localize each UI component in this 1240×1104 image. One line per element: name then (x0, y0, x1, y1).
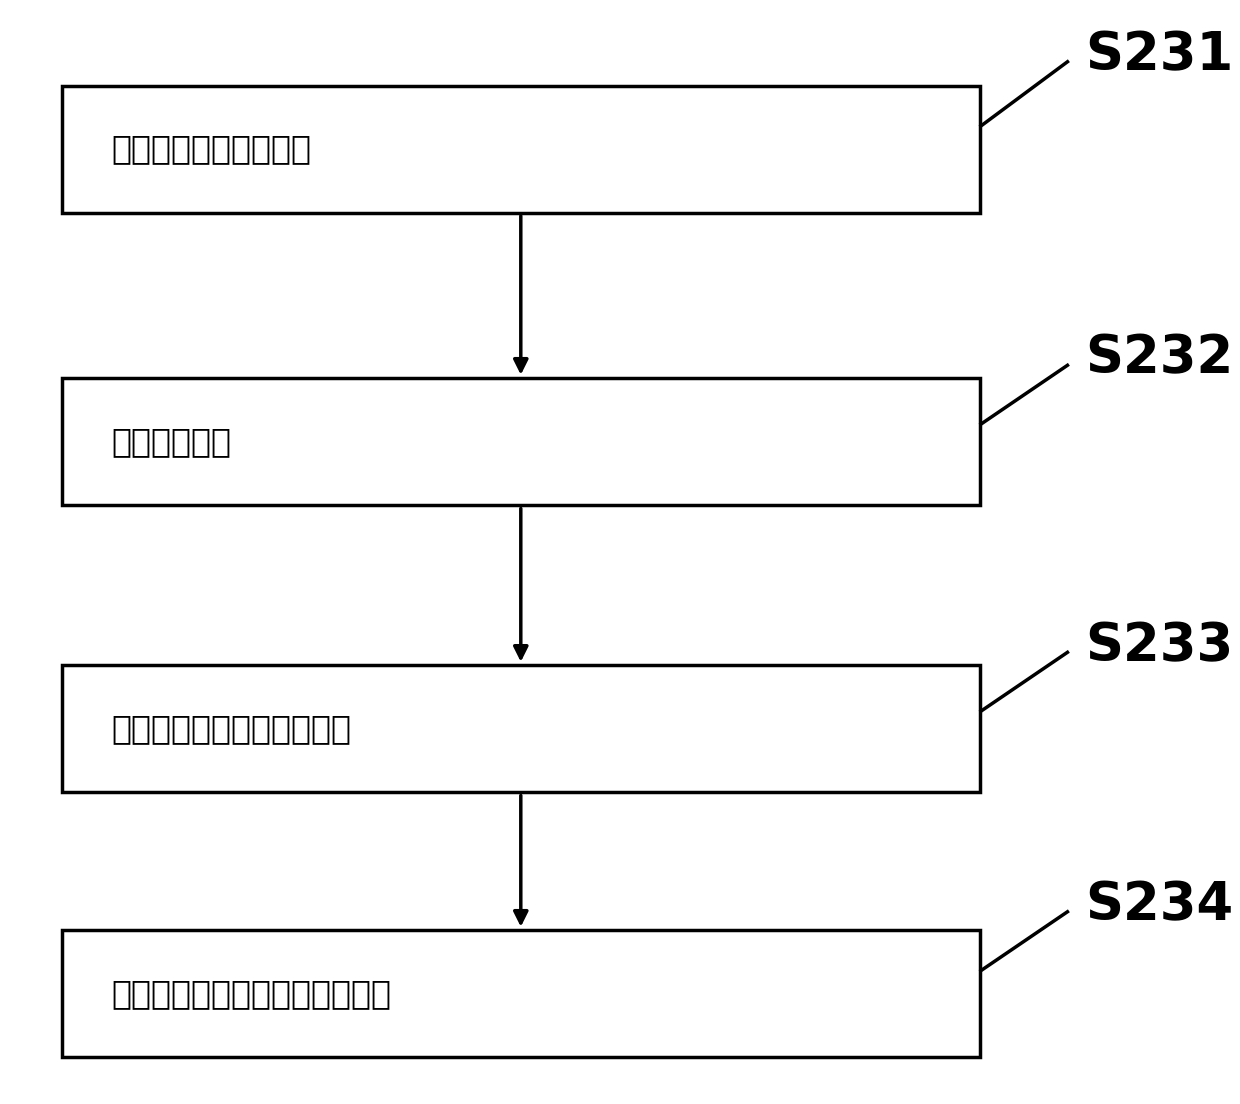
Text: S234: S234 (1085, 879, 1233, 932)
Text: S232: S232 (1085, 332, 1234, 385)
Text: 获取多层低频段小波包信号: 获取多层低频段小波包信号 (112, 712, 352, 745)
Text: S233: S233 (1085, 619, 1234, 672)
Bar (62, 378, 980, 506)
Bar (62, 85, 980, 212)
Text: 获取评价函数: 获取评价函数 (112, 425, 232, 458)
Text: 获取具有最小评价函数值的节点: 获取具有最小评价函数值的节点 (112, 977, 392, 1010)
Bar (62, 665, 980, 793)
Text: 获取第一功率轨迹序列: 获取第一功率轨迹序列 (112, 132, 311, 166)
Bar (62, 930, 980, 1058)
Text: S231: S231 (1085, 29, 1234, 82)
